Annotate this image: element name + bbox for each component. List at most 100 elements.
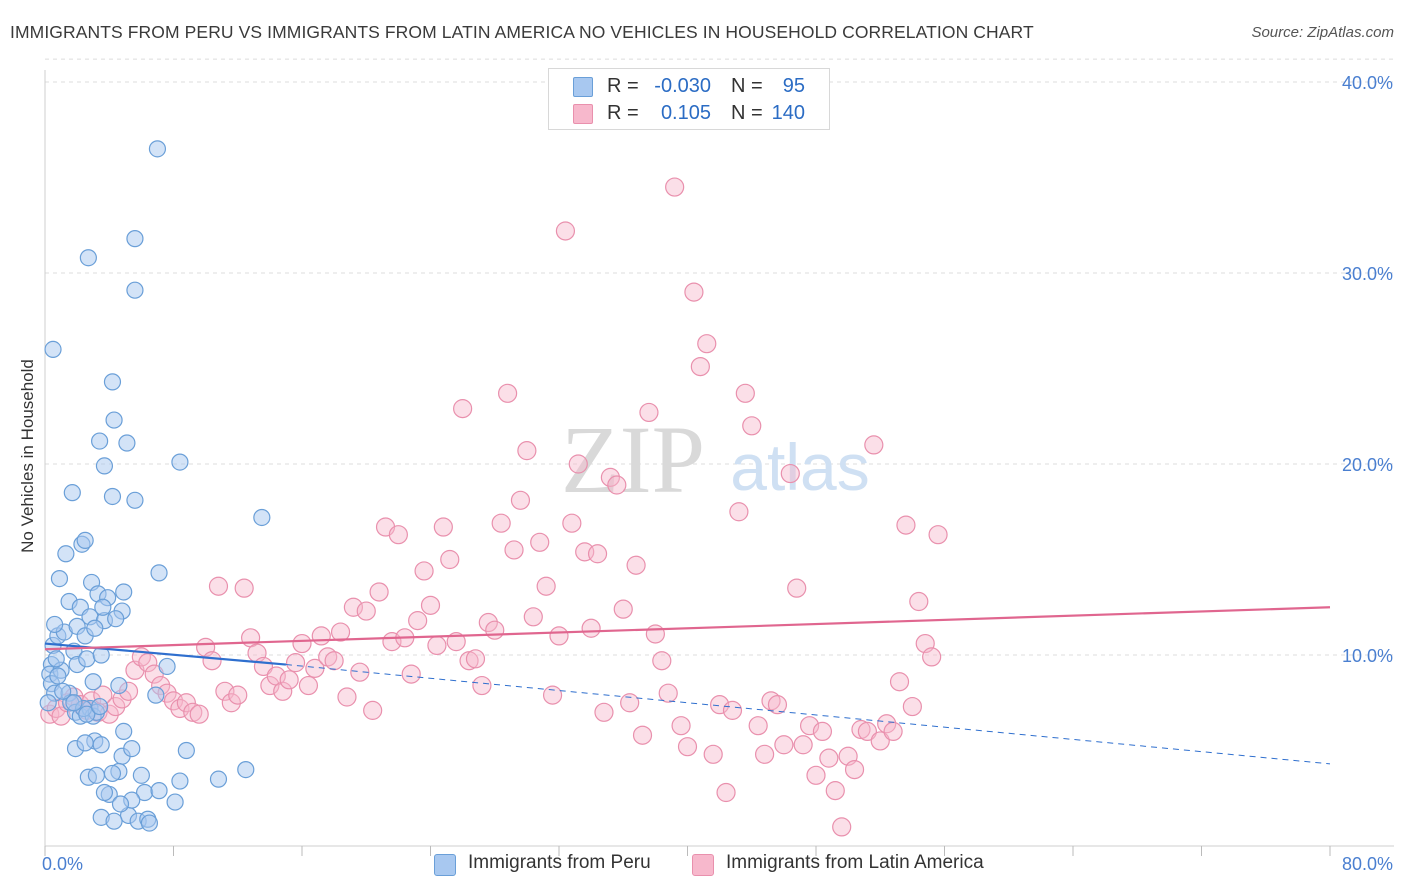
latin-point <box>408 611 428 631</box>
peru-point <box>39 694 57 712</box>
r-value-peru: -0.030 <box>654 75 711 97</box>
latin-point <box>363 700 383 720</box>
latin-point <box>639 402 659 423</box>
watermark-atlas: atlas <box>730 430 869 504</box>
latin-point <box>568 454 588 474</box>
latin-point <box>928 525 948 545</box>
y-tick-label: 20.0% <box>1342 455 1393 475</box>
peru-point <box>79 249 97 267</box>
latin-point <box>498 383 518 403</box>
latin-point <box>555 221 576 241</box>
peru-point <box>44 340 62 358</box>
watermark-zip: ZIP <box>561 406 705 513</box>
latin-point <box>311 626 331 646</box>
peru-point <box>63 484 81 502</box>
peru-point <box>49 667 67 685</box>
peru-point <box>110 676 128 695</box>
latin-point <box>889 672 910 692</box>
latin-point <box>774 735 794 755</box>
y-tick-label: 10.0% <box>1342 646 1393 666</box>
peru-point <box>171 453 189 471</box>
latin-point <box>684 282 704 302</box>
peru-point <box>237 760 255 779</box>
latin-point <box>607 475 627 495</box>
peru-point <box>123 739 141 758</box>
n-value-latin: 140 <box>771 102 805 124</box>
peru-point <box>87 766 106 784</box>
latin-point <box>703 744 723 764</box>
peru-point <box>148 140 167 158</box>
latin-point <box>446 632 466 652</box>
latin-america-points <box>40 177 948 837</box>
latin-point <box>472 675 492 696</box>
peru-trend-extension <box>285 664 1331 765</box>
latin-point <box>504 540 524 560</box>
latin-legend-swatch <box>692 854 714 876</box>
peru-point <box>92 736 110 754</box>
latin-point <box>343 597 363 617</box>
latin-point <box>909 591 929 612</box>
latin-point <box>877 714 897 734</box>
peru-point <box>107 610 125 628</box>
latin-point <box>671 716 691 736</box>
peru-point <box>103 487 122 506</box>
latin-point <box>208 576 229 596</box>
stats-row-latin: R = 0.105 N = 140 <box>549 100 829 126</box>
chart-title: IMMIGRANTS FROM PERU VS IMMIGRANTS FROM … <box>10 22 1034 42</box>
latin-point <box>613 599 633 619</box>
latin-point <box>819 748 839 768</box>
latin-point <box>523 607 543 627</box>
latin-point <box>420 595 441 615</box>
legend-label-latin: Immigrants from Latin America <box>726 852 984 873</box>
peru-point <box>76 531 94 550</box>
latin-point <box>767 695 788 715</box>
latin-point <box>138 653 158 673</box>
peru-point <box>47 650 65 668</box>
x-tick-label: 0.0% <box>42 854 83 874</box>
peru-point <box>54 682 72 700</box>
latin-point <box>922 647 942 667</box>
trend-lines <box>44 606 1331 765</box>
source-label: Source: ZipAtlas.com <box>1251 24 1394 41</box>
r-label: R = <box>607 102 639 124</box>
latin-point <box>324 651 344 671</box>
peru-legend-swatch <box>434 854 456 876</box>
latin-point <box>690 356 710 377</box>
latin-point <box>864 435 884 455</box>
peru-point <box>65 694 83 712</box>
peru-point <box>132 766 150 784</box>
peru-points <box>39 140 271 832</box>
latin-point <box>626 555 646 575</box>
latin-point <box>844 759 865 780</box>
peru-point <box>91 697 109 716</box>
latin-point <box>388 525 408 545</box>
latin-point <box>896 515 916 535</box>
peru-point <box>126 230 144 248</box>
latin-point <box>652 651 672 671</box>
peru-point <box>105 411 123 429</box>
latin-point <box>292 633 312 654</box>
latin-point <box>549 626 569 646</box>
peru-point <box>115 583 133 601</box>
latin-point <box>581 618 601 638</box>
latin-point <box>587 544 608 564</box>
latin-point <box>632 725 653 745</box>
latin-point <box>330 622 351 642</box>
latin-point <box>812 721 833 742</box>
peru-point <box>166 793 184 811</box>
legend-label-peru: Immigrants from Peru <box>468 852 651 873</box>
latin-point <box>465 649 486 669</box>
peru-point <box>84 673 102 691</box>
x-tick-label: 80.0% <box>1342 854 1393 874</box>
latin-point <box>350 662 370 682</box>
latin-point <box>478 612 498 633</box>
latin-point <box>356 601 376 621</box>
latin-point <box>857 721 878 742</box>
peru-point <box>86 619 104 637</box>
latin-point <box>189 704 209 724</box>
latin-point <box>401 664 421 684</box>
latin-point <box>536 576 556 596</box>
axes <box>44 70 1394 856</box>
latin-point <box>273 681 293 701</box>
